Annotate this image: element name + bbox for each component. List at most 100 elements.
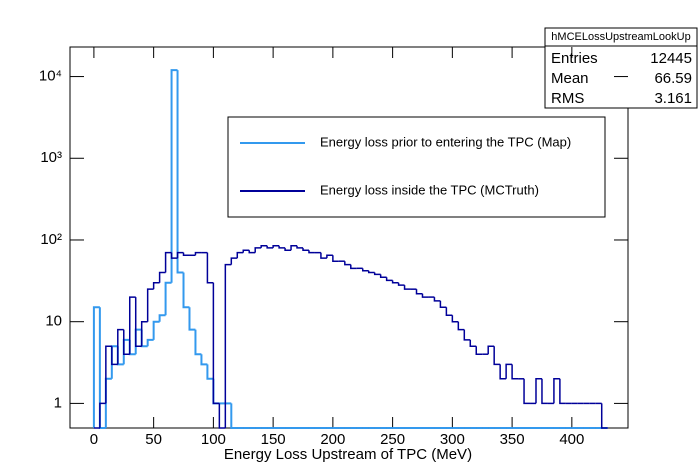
histogram-bin (326, 254, 333, 259)
histogram-bin (445, 307, 453, 316)
stats-key: RMS (551, 90, 584, 107)
histogram-bin (218, 403, 226, 429)
histogram-bin (200, 354, 208, 366)
histogram-bin (176, 251, 184, 259)
histogram-bin (140, 320, 148, 347)
x-tick-label: 250 (380, 431, 405, 448)
histogram-bin (391, 280, 399, 284)
legend-label: Energy loss prior to entering the TPC (M… (320, 134, 571, 149)
histogram-bin (559, 378, 566, 405)
histogram-bin (170, 69, 178, 283)
stats-title: hMCELossUpstreamLookUp (551, 31, 690, 43)
stats-value: 3.161 (654, 90, 692, 107)
histogram-bin (105, 345, 112, 404)
histogram-bin (230, 403, 238, 429)
stats-value: 12445 (650, 50, 692, 67)
histogram-bin (206, 364, 214, 380)
histogram-bin (421, 293, 429, 298)
histogram-bin (296, 245, 303, 249)
histogram-bin (254, 247, 262, 253)
y-tick-label: 10² (40, 231, 62, 248)
histogram-bin (99, 402, 106, 428)
histogram-bin (158, 271, 166, 283)
histogram-bin (451, 315, 459, 323)
histogram-bin (487, 345, 495, 355)
histogram-bin (188, 307, 196, 331)
histogram-bin (469, 339, 477, 348)
histogram-bin (146, 338, 154, 347)
histogram-bin (553, 378, 560, 404)
x-tick-label: 200 (320, 431, 345, 448)
histogram-bin (194, 329, 202, 356)
legend-label: Energy loss inside the TPC (MCTruth) (320, 182, 539, 197)
histogram-bin (117, 328, 124, 365)
histogram-bin (302, 247, 309, 251)
histogram-bin (385, 277, 393, 282)
histogram-bin (111, 346, 118, 366)
x-tick-label: 100 (201, 431, 226, 448)
histogram-bin (128, 296, 136, 355)
histogram-bin (457, 321, 465, 331)
histogram-bin (505, 363, 513, 379)
histogram-bin (403, 285, 411, 290)
x-tick-label: 400 (559, 431, 584, 448)
histogram-bin (164, 251, 172, 273)
histogram-bin (344, 261, 351, 266)
histogram-bin (176, 70, 184, 274)
histogram-bin (206, 252, 214, 284)
histogram-bin (290, 244, 298, 251)
histogram-bin (361, 268, 369, 272)
stats-box (544, 27, 698, 109)
histogram-bin (272, 244, 280, 248)
histogram-bin (158, 314, 166, 322)
histogram-bin (194, 251, 202, 256)
histogram-bin (320, 252, 327, 259)
x-tick-label: 0 (90, 431, 98, 448)
histogram-bin (266, 245, 274, 249)
histogram-bin (439, 300, 447, 309)
histogram-bin (164, 281, 172, 316)
x-tick-label: 300 (440, 431, 465, 448)
histogram-bin (260, 244, 268, 248)
histogram-bin (433, 297, 441, 302)
histogram-bin (350, 264, 357, 270)
histogram-bin (123, 329, 130, 355)
histogram-bin (224, 263, 232, 428)
y-tick-label: 10 (45, 313, 62, 330)
stats-value: 66.59 (654, 70, 692, 87)
histogram-bin (397, 282, 405, 286)
histogram-bin (182, 272, 190, 309)
histogram-bin (284, 247, 292, 251)
histogram-bin (308, 250, 315, 254)
histogram-bin (242, 249, 250, 253)
histogram-bin (379, 274, 387, 278)
x-axis-label: Energy Loss Upstream of TPC (MeV) (224, 446, 472, 463)
histogram-bin (236, 251, 244, 259)
histogram-bin (278, 245, 286, 249)
histogram-bin (212, 378, 220, 405)
histogram-bin (367, 270, 375, 274)
histogram-bin (146, 288, 154, 322)
y-tick-label: 1 (54, 394, 62, 411)
histogram-bin (134, 297, 142, 348)
x-tick-label: 150 (261, 431, 286, 448)
histogram-bin (535, 378, 542, 404)
histogram-bin (152, 320, 160, 340)
y-tick-label: 10⁴ (39, 68, 62, 85)
histogram-bin (248, 250, 256, 254)
histogram-bin (104, 377, 112, 428)
x-tick-label: 350 (500, 431, 525, 448)
histogram-bin (475, 346, 483, 355)
histogram-bin (373, 272, 381, 276)
histogram-bin (212, 282, 220, 405)
histogram-bin (152, 281, 160, 290)
histogram-bin (415, 289, 423, 295)
stats-key: Entries (551, 50, 598, 67)
histogram-bin (511, 364, 519, 380)
histogram-bin (600, 403, 608, 429)
histogram-bin (92, 306, 100, 428)
histogram-bin (523, 378, 531, 405)
histogram-bin (463, 329, 471, 341)
plot-frame (69, 46, 629, 429)
